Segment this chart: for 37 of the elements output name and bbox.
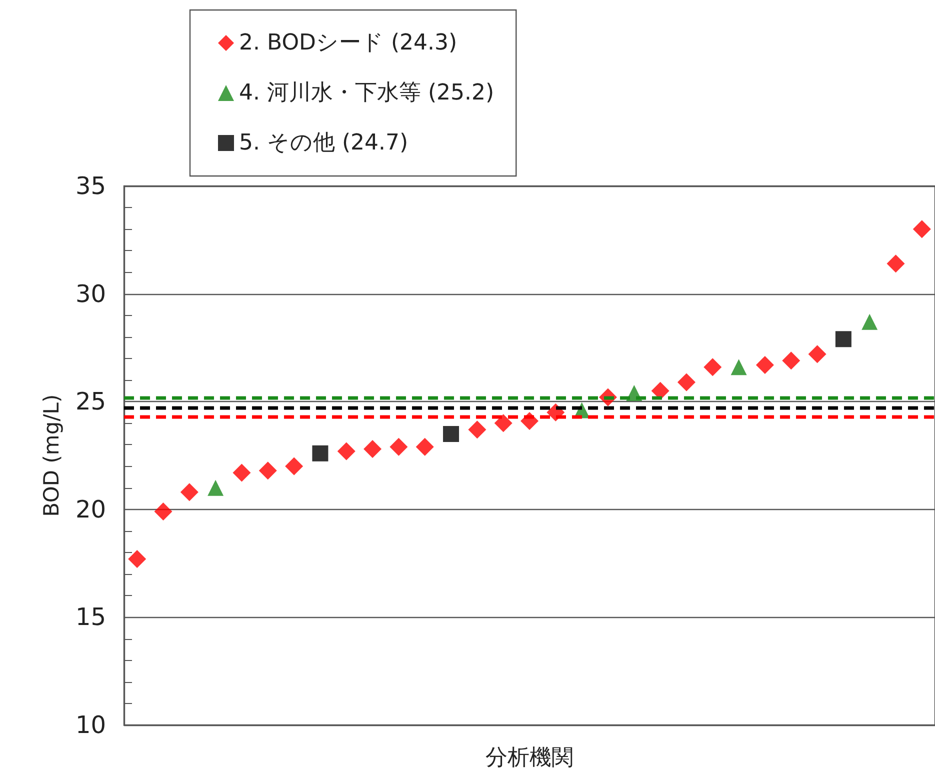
point <box>835 331 852 348</box>
point <box>416 438 434 456</box>
point <box>312 445 328 462</box>
point <box>704 358 722 376</box>
point <box>912 220 931 238</box>
point <box>208 480 224 496</box>
point <box>782 352 800 370</box>
point <box>886 254 905 273</box>
y-tick-label: 20 <box>75 495 106 524</box>
y-tick-label: 10 <box>75 711 106 739</box>
point <box>494 414 512 432</box>
point <box>154 502 172 521</box>
point <box>808 345 826 364</box>
y-tick-label: 25 <box>75 388 106 416</box>
y-tick-label: 30 <box>75 280 106 308</box>
point <box>364 440 382 458</box>
point <box>390 438 408 456</box>
point <box>468 420 486 439</box>
legend-label: 5. その他 (24.7) <box>239 130 408 156</box>
point <box>677 373 696 392</box>
point <box>337 442 356 460</box>
point <box>756 356 774 374</box>
y-tick-label: 15 <box>75 603 106 632</box>
point <box>180 483 198 502</box>
legend-label: 4. 河川水・下水等 (25.2) <box>239 80 494 106</box>
point <box>730 359 747 376</box>
point <box>285 457 304 476</box>
point <box>128 550 146 568</box>
y-tick-label: 35 <box>75 172 106 200</box>
point <box>443 426 460 442</box>
point <box>232 464 251 482</box>
point <box>258 462 277 480</box>
point <box>862 314 878 330</box>
point <box>651 382 670 400</box>
x-axis-title: 分析機関 <box>486 746 574 770</box>
y-axis-title: BOD (mg/L) <box>40 394 64 517</box>
legend-label: 2. BODシード (24.3) <box>239 30 458 56</box>
